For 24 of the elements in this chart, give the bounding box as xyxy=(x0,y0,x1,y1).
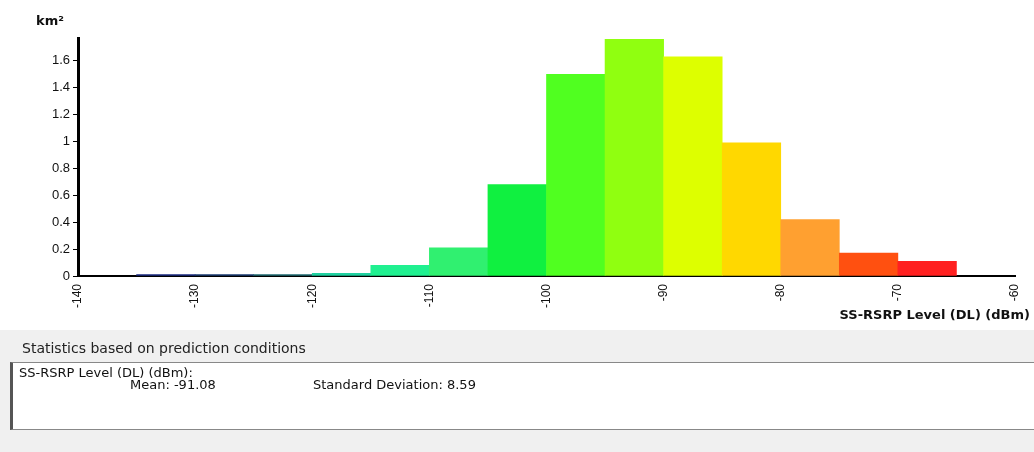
text: Mean: -91.08 xyxy=(130,377,216,392)
x-tick-label: -70 xyxy=(890,283,905,302)
text: SS-RSRP Level (DL) (dBm): xyxy=(19,365,193,380)
x-tick-label: -120 xyxy=(304,283,319,309)
x-tick-label: -60 xyxy=(1007,283,1022,302)
y-tick-label: 1.6 xyxy=(51,52,70,68)
y-tick-label: 0.8 xyxy=(51,160,70,176)
y-tick-label: 0.4 xyxy=(51,213,70,229)
text: Statistics based on prediction conditions xyxy=(22,340,306,356)
y-tick-label: 1.2 xyxy=(51,106,70,122)
y-tick-label: 0.6 xyxy=(51,186,70,202)
x-axis-title: SS-RSRP Level (DL) (dBm) xyxy=(839,307,1030,323)
x-tick-label: -80 xyxy=(773,283,788,302)
text: Standard Deviation: 8.59 xyxy=(313,377,476,392)
x-tick-label: -110 xyxy=(421,283,436,308)
y-tick-label: 0.2 xyxy=(51,240,70,256)
x-tick-label: -140 xyxy=(70,283,85,309)
y-tick-label: 1 xyxy=(62,133,70,149)
x-tick-label: -100 xyxy=(538,283,553,309)
x-tick-label: -90 xyxy=(655,283,670,302)
y-tick-label: 0 xyxy=(62,267,70,283)
y-tick-label: 1.4 xyxy=(51,79,70,95)
y-axis-title: km² xyxy=(36,13,64,29)
x-tick-label: -130 xyxy=(187,283,202,309)
